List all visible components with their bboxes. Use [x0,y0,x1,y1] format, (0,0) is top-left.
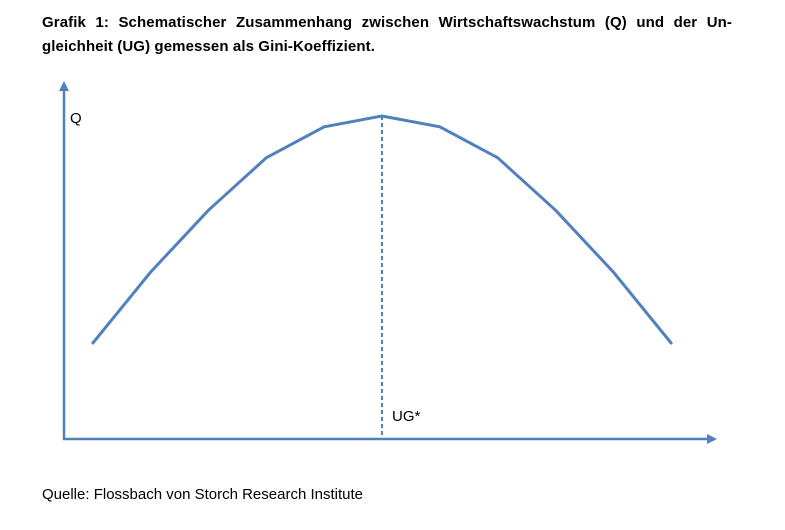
chart-title: Grafik 1: Schematischer Zusammenhang zwi… [42,14,732,55]
optimum-label: UG* [392,408,421,425]
plot-area: UG* [91,114,673,439]
source-note: Quelle: Flossbach von Storch Research In… [42,486,363,503]
y-axis-label: Q [70,110,82,127]
axes: Q [59,81,717,444]
